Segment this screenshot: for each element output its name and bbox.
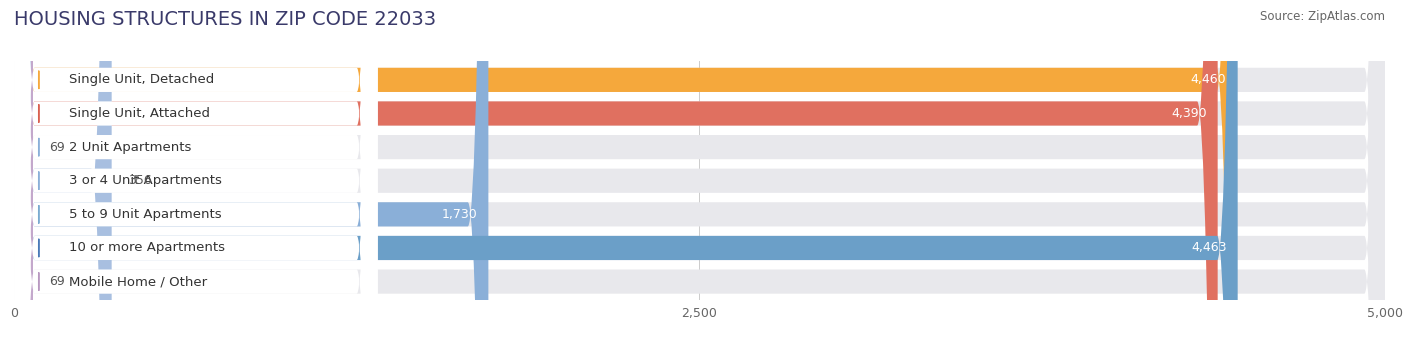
FancyBboxPatch shape xyxy=(14,0,1385,341)
FancyBboxPatch shape xyxy=(14,0,1385,341)
Text: 4,463: 4,463 xyxy=(1191,241,1226,254)
FancyBboxPatch shape xyxy=(14,0,377,341)
FancyBboxPatch shape xyxy=(14,0,377,341)
FancyBboxPatch shape xyxy=(14,0,1218,341)
FancyBboxPatch shape xyxy=(14,0,1385,341)
Text: 2 Unit Apartments: 2 Unit Apartments xyxy=(69,140,191,153)
FancyBboxPatch shape xyxy=(14,0,111,341)
FancyBboxPatch shape xyxy=(14,0,377,341)
Text: Source: ZipAtlas.com: Source: ZipAtlas.com xyxy=(1260,10,1385,23)
FancyBboxPatch shape xyxy=(14,0,377,341)
FancyBboxPatch shape xyxy=(14,0,377,341)
FancyBboxPatch shape xyxy=(14,0,32,341)
Text: 3 or 4 Unit Apartments: 3 or 4 Unit Apartments xyxy=(69,174,222,187)
FancyBboxPatch shape xyxy=(14,0,1237,341)
Text: Single Unit, Detached: Single Unit, Detached xyxy=(69,73,214,86)
Text: 4,390: 4,390 xyxy=(1171,107,1206,120)
FancyBboxPatch shape xyxy=(14,0,1237,341)
Text: 69: 69 xyxy=(49,140,65,153)
Text: 10 or more Apartments: 10 or more Apartments xyxy=(69,241,225,254)
FancyBboxPatch shape xyxy=(14,0,1385,341)
Text: 69: 69 xyxy=(49,275,65,288)
FancyBboxPatch shape xyxy=(14,0,377,341)
Text: 356: 356 xyxy=(128,174,152,187)
FancyBboxPatch shape xyxy=(14,0,1385,341)
FancyBboxPatch shape xyxy=(14,0,1385,341)
FancyBboxPatch shape xyxy=(14,0,32,341)
FancyBboxPatch shape xyxy=(14,0,377,341)
Text: 5 to 9 Unit Apartments: 5 to 9 Unit Apartments xyxy=(69,208,222,221)
FancyBboxPatch shape xyxy=(14,0,1385,341)
Text: Single Unit, Attached: Single Unit, Attached xyxy=(69,107,209,120)
Text: 4,460: 4,460 xyxy=(1191,73,1226,86)
Text: 1,730: 1,730 xyxy=(441,208,478,221)
Text: Mobile Home / Other: Mobile Home / Other xyxy=(69,275,207,288)
FancyBboxPatch shape xyxy=(14,0,488,341)
Text: HOUSING STRUCTURES IN ZIP CODE 22033: HOUSING STRUCTURES IN ZIP CODE 22033 xyxy=(14,10,436,29)
